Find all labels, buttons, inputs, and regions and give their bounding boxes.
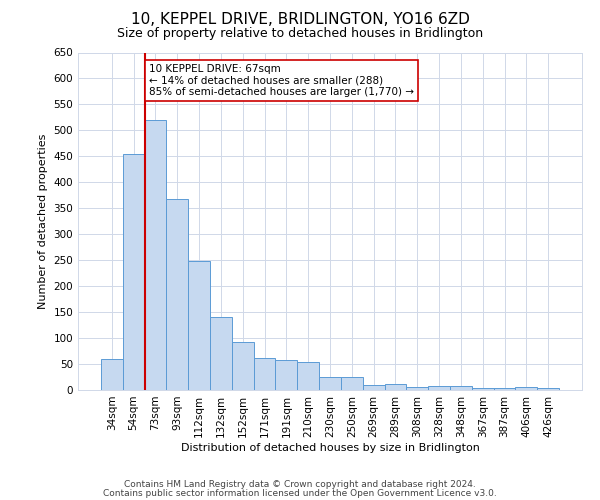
Text: Contains HM Land Registry data © Crown copyright and database right 2024.: Contains HM Land Registry data © Crown c… — [124, 480, 476, 489]
Bar — [494, 388, 515, 390]
Bar — [385, 384, 406, 390]
Text: 10 KEPPEL DRIVE: 67sqm
← 14% of detached houses are smaller (288)
85% of semi-de: 10 KEPPEL DRIVE: 67sqm ← 14% of detached… — [149, 64, 414, 97]
Bar — [101, 359, 123, 390]
Bar — [210, 318, 232, 390]
Bar — [123, 154, 145, 390]
X-axis label: Distribution of detached houses by size in Bridlington: Distribution of detached houses by size … — [181, 442, 479, 452]
Bar — [537, 388, 559, 390]
Bar — [145, 120, 166, 390]
Bar — [254, 358, 275, 390]
Bar — [188, 261, 210, 390]
Bar — [515, 388, 537, 390]
Bar — [472, 388, 494, 390]
Bar — [428, 386, 450, 390]
Text: 10, KEPPEL DRIVE, BRIDLINGTON, YO16 6ZD: 10, KEPPEL DRIVE, BRIDLINGTON, YO16 6ZD — [131, 12, 469, 28]
Bar — [406, 388, 428, 390]
Bar — [297, 362, 319, 390]
Y-axis label: Number of detached properties: Number of detached properties — [38, 134, 48, 309]
Bar — [232, 342, 254, 390]
Bar — [363, 385, 385, 390]
Bar — [166, 199, 188, 390]
Text: Size of property relative to detached houses in Bridlington: Size of property relative to detached ho… — [117, 28, 483, 40]
Bar — [341, 377, 363, 390]
Text: Contains public sector information licensed under the Open Government Licence v3: Contains public sector information licen… — [103, 489, 497, 498]
Bar — [450, 386, 472, 390]
Bar — [275, 360, 297, 390]
Bar — [319, 377, 341, 390]
